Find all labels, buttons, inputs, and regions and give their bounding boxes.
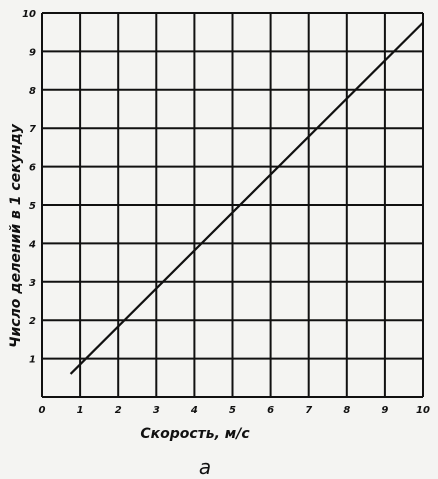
x-tick-label: 4 [190, 405, 198, 416]
y-tick-label: 3 [29, 278, 36, 289]
figure-caption: а [199, 455, 211, 479]
x-tick-label: 7 [305, 405, 312, 416]
x-tick-label: 8 [343, 405, 350, 416]
y-tick-label: 1 [29, 355, 36, 366]
x-tick-label: 10 [416, 405, 430, 416]
y-axis-label: Число делений в 1 секунду [8, 123, 24, 348]
grid [41, 12, 424, 398]
y-tick-label: 10 [22, 9, 36, 20]
series-group [69, 21, 424, 375]
y-tick-label: 2 [29, 316, 36, 327]
x-tick-label: 5 [229, 405, 236, 416]
y-tick-labels: 1 2 3 4 5 6 7 8 9 10 [22, 9, 36, 366]
y-tick-label: 4 [28, 239, 36, 250]
series-line [69, 21, 424, 375]
y-tick-label: 6 [29, 163, 36, 174]
x-tick-label: 0 [39, 405, 46, 416]
x-axis-label: Скорость, м/с [140, 426, 250, 442]
x-tick-label: 3 [153, 405, 160, 416]
x-tick-label: 6 [267, 405, 274, 416]
y-tick-label: 9 [29, 47, 36, 58]
x-tick-label: 1 [77, 405, 84, 416]
y-tick-label: 8 [29, 86, 36, 97]
y-tick-label: 7 [29, 124, 36, 135]
x-tick-label: 9 [381, 405, 388, 416]
y-tick-label: 5 [29, 201, 36, 212]
x-tick-label: 2 [115, 405, 122, 416]
x-tick-labels: 0 1 2 3 4 5 6 7 8 9 10 [39, 405, 430, 416]
